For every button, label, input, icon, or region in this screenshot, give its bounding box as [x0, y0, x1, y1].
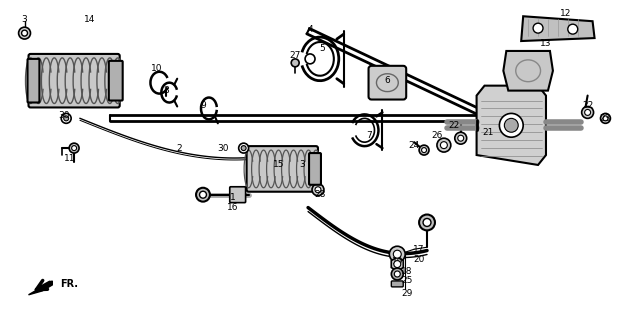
Text: 14: 14: [85, 15, 96, 24]
Text: 17: 17: [413, 245, 425, 254]
Text: 24: 24: [408, 140, 420, 150]
Text: 8: 8: [163, 86, 169, 95]
Circle shape: [196, 188, 210, 202]
Text: 1: 1: [230, 193, 235, 202]
Circle shape: [419, 145, 429, 155]
Circle shape: [391, 268, 403, 280]
Text: 30: 30: [217, 144, 228, 153]
Circle shape: [64, 116, 69, 121]
Circle shape: [455, 132, 467, 144]
Circle shape: [499, 113, 523, 137]
Polygon shape: [391, 257, 403, 271]
Circle shape: [312, 184, 324, 196]
Polygon shape: [28, 281, 52, 295]
Circle shape: [533, 23, 543, 33]
Circle shape: [393, 250, 401, 258]
Circle shape: [601, 113, 610, 123]
Polygon shape: [476, 86, 546, 165]
Text: 18: 18: [401, 267, 413, 276]
FancyBboxPatch shape: [369, 66, 406, 100]
Circle shape: [422, 148, 427, 153]
FancyBboxPatch shape: [109, 61, 122, 100]
Text: 25: 25: [401, 276, 413, 285]
Circle shape: [389, 246, 405, 262]
Circle shape: [440, 142, 447, 148]
FancyBboxPatch shape: [391, 281, 403, 287]
Text: 22: 22: [582, 101, 593, 110]
Text: 21: 21: [483, 128, 494, 137]
Circle shape: [419, 214, 435, 230]
Text: 12: 12: [560, 9, 572, 18]
Text: 22: 22: [448, 121, 459, 130]
Text: 4: 4: [307, 25, 313, 34]
Circle shape: [239, 143, 249, 153]
Text: 15: 15: [273, 160, 284, 170]
Circle shape: [21, 30, 28, 36]
Circle shape: [585, 109, 591, 116]
Circle shape: [504, 118, 518, 132]
Text: 5: 5: [319, 44, 325, 53]
Circle shape: [568, 24, 578, 34]
Text: 19: 19: [391, 257, 403, 266]
FancyBboxPatch shape: [247, 146, 318, 192]
Text: 23: 23: [600, 114, 611, 123]
Circle shape: [582, 107, 594, 118]
Text: 9: 9: [200, 101, 206, 110]
Text: 30: 30: [59, 111, 70, 120]
Circle shape: [457, 135, 464, 141]
FancyBboxPatch shape: [28, 59, 39, 102]
FancyBboxPatch shape: [309, 153, 321, 185]
Circle shape: [437, 138, 451, 152]
Circle shape: [394, 260, 401, 268]
Circle shape: [394, 271, 400, 277]
Text: 2: 2: [177, 144, 182, 153]
Polygon shape: [521, 16, 594, 41]
Text: FR.: FR.: [60, 279, 78, 289]
Circle shape: [292, 59, 299, 67]
Text: 11: 11: [64, 154, 76, 163]
Text: 3: 3: [21, 15, 27, 24]
Circle shape: [18, 27, 30, 39]
Text: 28: 28: [314, 190, 326, 199]
Text: 6: 6: [384, 76, 390, 85]
FancyBboxPatch shape: [28, 54, 120, 108]
Circle shape: [603, 116, 608, 121]
FancyBboxPatch shape: [230, 187, 245, 203]
Circle shape: [69, 143, 79, 153]
Circle shape: [72, 146, 76, 151]
Circle shape: [305, 54, 315, 64]
Text: 16: 16: [227, 203, 239, 212]
Text: 26: 26: [431, 131, 442, 140]
Text: 7: 7: [367, 131, 372, 140]
Circle shape: [61, 113, 71, 123]
Polygon shape: [504, 51, 553, 91]
Circle shape: [423, 219, 431, 227]
Text: 27: 27: [290, 52, 301, 60]
Text: 13: 13: [540, 38, 551, 48]
Circle shape: [241, 146, 246, 151]
Circle shape: [315, 187, 321, 193]
Text: 29: 29: [401, 289, 413, 298]
Text: 10: 10: [151, 64, 162, 73]
Circle shape: [199, 191, 206, 198]
Text: 20: 20: [413, 255, 425, 264]
Text: 3: 3: [299, 160, 305, 170]
